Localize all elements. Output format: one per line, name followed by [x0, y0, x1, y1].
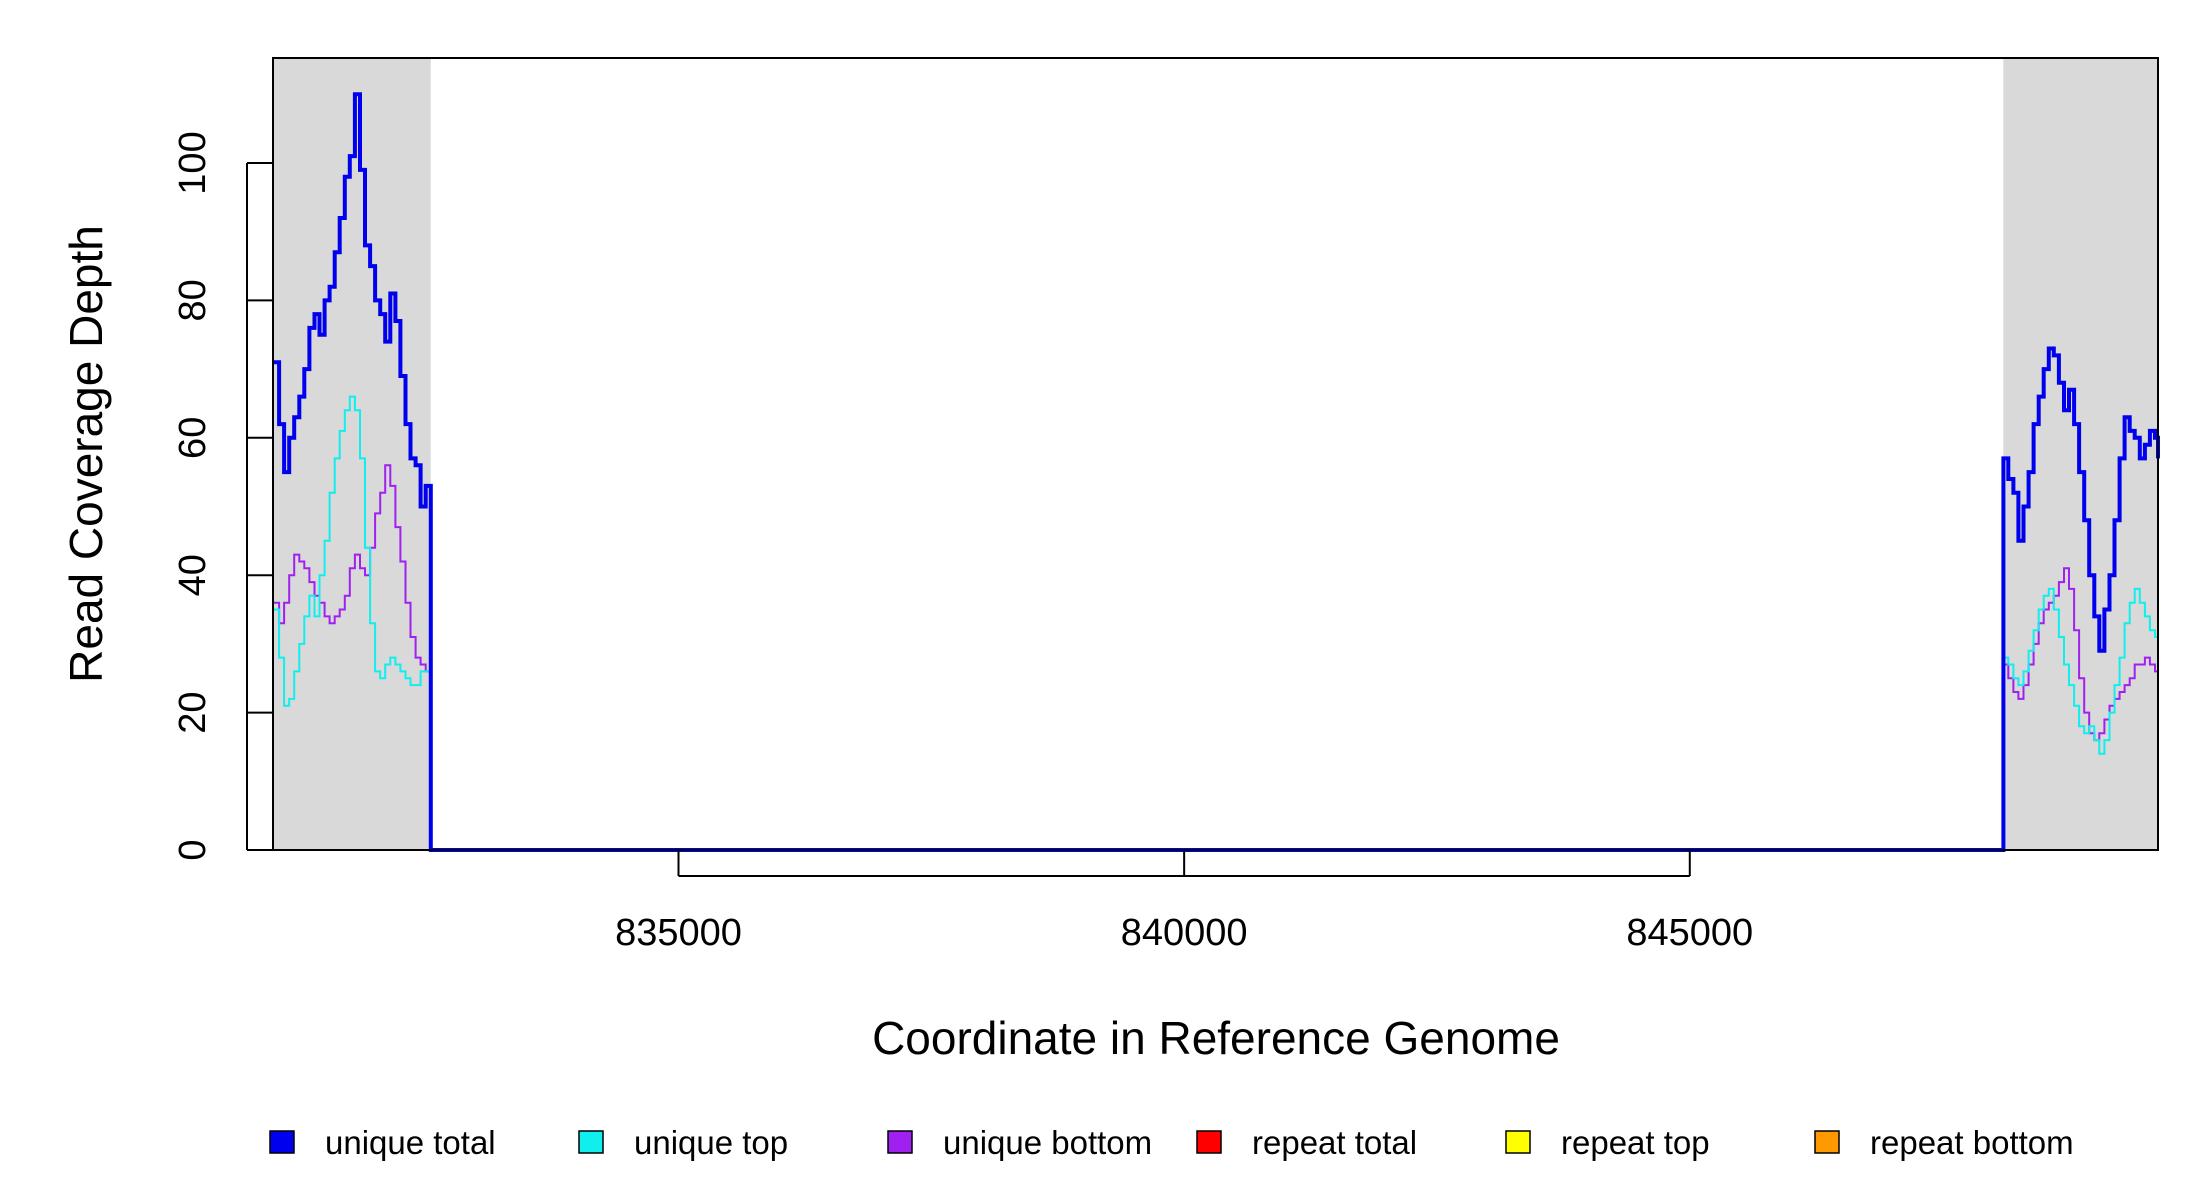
legend-swatch-repeat-bottom	[1814, 1130, 1840, 1154]
x-axis-title: Coordinate in Reference Genome	[872, 1012, 1560, 1064]
y-tick-label-80: 80	[172, 279, 214, 321]
legend-swatch-repeat-top	[1505, 1130, 1531, 1154]
shaded-region-0	[274, 58, 431, 850]
series-line-unique-total	[274, 92, 2160, 852]
series-lines	[274, 92, 2160, 852]
y-tick-label-40: 40	[172, 554, 214, 596]
legend-label-repeat-bottom: repeat bottom	[1870, 1124, 2074, 1161]
x-tick-label-840000: 840000	[1121, 912, 1248, 954]
legend-label-repeat-total: repeat total	[1252, 1124, 1417, 1161]
y-axis-title: Read Coverage Depth	[60, 225, 112, 683]
series-line-unique-bottom	[274, 464, 2158, 851]
legend-swatch-repeat-total	[1196, 1130, 1222, 1154]
x-tick-label-835000: 835000	[615, 912, 742, 954]
y-tick-label-20: 20	[172, 691, 214, 733]
y-tick-label-0: 0	[172, 839, 214, 860]
x-tick-label-845000: 845000	[1626, 912, 1753, 954]
axes: 0 20 40 60 80 100 835000 840000 845000	[172, 131, 1753, 954]
series-line-unique-top	[274, 395, 2159, 851]
legend-swatch-unique-total	[269, 1130, 295, 1154]
legend-swatch-unique-top	[578, 1130, 604, 1154]
legend-label-unique-total: unique total	[325, 1124, 496, 1161]
y-tick-label-60: 60	[172, 417, 214, 459]
shaded-regions	[274, 58, 2158, 850]
legend-label-unique-bottom: unique bottom	[943, 1124, 1152, 1161]
plot-frame	[272, 57, 2159, 851]
legend: unique total unique top unique bottom repea…	[269, 1124, 2074, 1161]
y-tick-label-100: 100	[172, 131, 214, 194]
legend-label-unique-top: unique top	[634, 1124, 788, 1161]
legend-swatch-unique-bottom	[887, 1130, 913, 1154]
legend-label-repeat-top: repeat top	[1561, 1124, 1710, 1161]
